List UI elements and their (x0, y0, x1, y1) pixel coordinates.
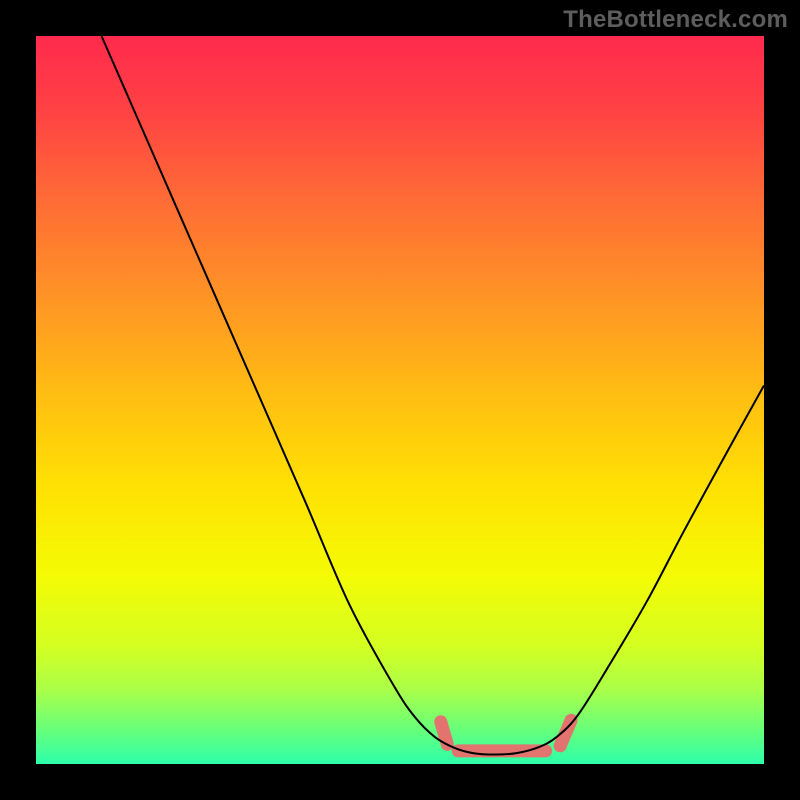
chart-curve-layer (36, 36, 764, 764)
plateau-marker (441, 720, 571, 751)
watermark-text: TheBottleneck.com (563, 6, 788, 34)
chart-frame: TheBottleneck.com (0, 0, 800, 800)
bottleneck-curve (102, 36, 764, 755)
chart-plot-area (36, 36, 764, 764)
